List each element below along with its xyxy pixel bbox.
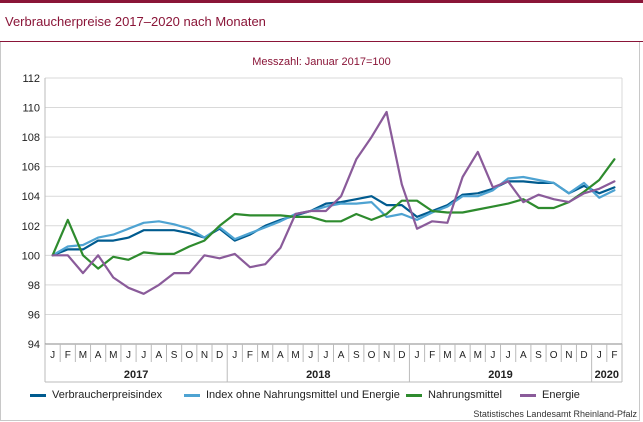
month-label: N bbox=[565, 350, 572, 361]
month-label: J bbox=[506, 350, 511, 361]
month-label: S bbox=[353, 350, 360, 361]
x-axis: J F M A M J J A S O N D J F M A M J J A S O N D J F M A M J J A S O N D J F20… bbox=[44, 344, 623, 383]
y-tick-label: 104 bbox=[22, 191, 40, 203]
month-label: A bbox=[156, 350, 163, 361]
header-accent-bar bbox=[0, 0, 643, 3]
month-label: M bbox=[109, 350, 117, 361]
month-label: A bbox=[520, 350, 527, 361]
month-label: S bbox=[535, 350, 542, 361]
series-line-index-ohne-nahrungsmittel-und-energie bbox=[51, 175, 616, 257]
legend-swatch bbox=[406, 393, 422, 397]
y-tick-label: 112 bbox=[22, 73, 40, 85]
legend-swatch bbox=[30, 393, 46, 397]
source-note: Statistisches Landesamt Rheinland-Pfalz bbox=[473, 409, 637, 419]
legend-label: Energie bbox=[542, 389, 580, 401]
y-tick-label: 102 bbox=[22, 221, 40, 233]
month-label: J bbox=[323, 350, 328, 361]
legend-item-index-ohne-nahrungsmittel: Index ohne Nahrungsmittel und Energie bbox=[184, 389, 400, 401]
month-label: F bbox=[429, 350, 435, 361]
legend-label: Verbraucherpreisindex bbox=[52, 389, 163, 401]
month-label: M bbox=[474, 350, 482, 361]
month-label: A bbox=[95, 350, 102, 361]
legend-item-nahrungsmittel: Nahrungsmittel bbox=[406, 389, 502, 401]
page-title: Verbraucherpreise 2017–2020 nach Monaten bbox=[5, 14, 266, 29]
month-label: J bbox=[50, 350, 55, 361]
legend-label: Index ohne Nahrungsmittel und Energie bbox=[206, 389, 400, 401]
series-line-energie bbox=[51, 110, 616, 295]
month-label: A bbox=[459, 350, 466, 361]
y-tick-label: 94 bbox=[28, 339, 40, 351]
month-label: J bbox=[415, 350, 420, 361]
month-label: A bbox=[277, 350, 284, 361]
month-label: J bbox=[232, 350, 237, 361]
month-label: F bbox=[247, 350, 253, 361]
month-label: D bbox=[216, 350, 223, 361]
year-label: 2018 bbox=[306, 369, 330, 381]
y-tick-label: 96 bbox=[28, 309, 40, 321]
grid-lines bbox=[44, 77, 623, 345]
series-line-verbraucherpreisindex bbox=[51, 180, 616, 257]
legend-item-energie: Energie bbox=[520, 389, 580, 401]
year-label: 2017 bbox=[124, 369, 148, 381]
month-label: M bbox=[261, 350, 269, 361]
month-label: S bbox=[171, 350, 178, 361]
y-tick-label: 106 bbox=[22, 162, 40, 174]
month-label: D bbox=[580, 350, 587, 361]
y-tick-label: 110 bbox=[22, 103, 40, 115]
title-divider bbox=[0, 41, 643, 42]
month-label: N bbox=[201, 350, 208, 361]
month-label: A bbox=[338, 350, 345, 361]
chart-frame bbox=[0, 42, 640, 421]
month-label: F bbox=[65, 350, 71, 361]
month-label: M bbox=[79, 350, 87, 361]
month-label: J bbox=[597, 350, 602, 361]
chart-subtitle: Messzahl: Januar 2017=100 bbox=[252, 56, 391, 68]
plot-series bbox=[51, 110, 616, 295]
series-line-nahrungsmittel bbox=[51, 158, 616, 270]
month-label: J bbox=[490, 350, 495, 361]
month-label: D bbox=[398, 350, 405, 361]
y-tick-label: 100 bbox=[22, 250, 40, 262]
legend-swatch bbox=[520, 393, 536, 397]
month-label: O bbox=[550, 350, 558, 361]
year-label: 2020 bbox=[595, 369, 619, 381]
month-label: J bbox=[141, 350, 146, 361]
month-label: J bbox=[308, 350, 313, 361]
legend-swatch bbox=[184, 393, 200, 397]
month-label: N bbox=[383, 350, 390, 361]
month-label: M bbox=[291, 350, 299, 361]
month-label: J bbox=[126, 350, 131, 361]
year-label: 2019 bbox=[488, 369, 512, 381]
y-axis: 94 96 98 100 102 104 106 108 110 112 bbox=[22, 73, 40, 351]
month-label: O bbox=[368, 350, 376, 361]
legend-label: Nahrungsmittel bbox=[428, 389, 502, 401]
y-tick-label: 98 bbox=[28, 280, 40, 292]
legend-item-verbraucherpreisindex: Verbraucherpreisindex bbox=[30, 389, 162, 401]
month-label: O bbox=[185, 350, 193, 361]
y-tick-label: 108 bbox=[22, 132, 40, 144]
month-label: F bbox=[611, 350, 617, 361]
month-label: M bbox=[443, 350, 451, 361]
